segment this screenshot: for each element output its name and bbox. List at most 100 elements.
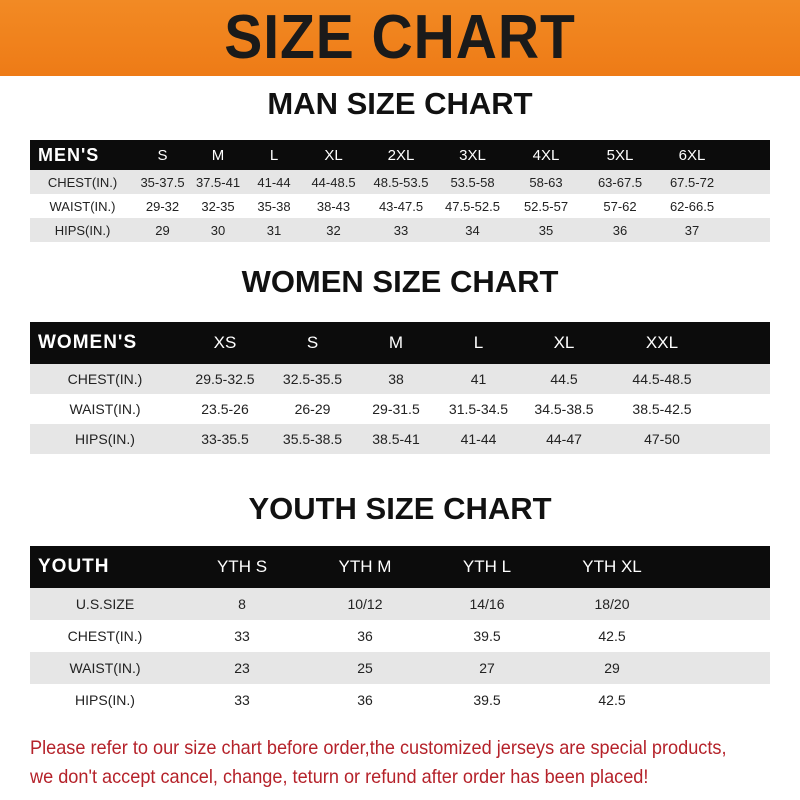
row-label: HIPS(IN.) <box>30 684 180 716</box>
table-row: CHEST(IN.) 35-37.5 37.5-41 41-44 44-48.5 48.5… <box>30 170 770 194</box>
header-spacer <box>728 140 770 170</box>
notice-line-1: Please refer to our size chart before or… <box>30 737 727 759</box>
row-spacer <box>716 424 770 454</box>
size-header: 6XL <box>656 140 728 170</box>
cell-value: 43-47.5 <box>365 194 437 218</box>
cell-value: 33 <box>180 684 304 716</box>
cell-value: 67.5-72 <box>656 170 728 194</box>
cell-value: 29-32 <box>135 194 190 218</box>
cell-value: 37.5-41 <box>190 170 246 194</box>
youth-title: YOUTH SIZE CHART <box>248 491 552 526</box>
cell-value: 33 <box>365 218 437 242</box>
cell-value: 27 <box>426 652 548 684</box>
table-row: HIPS(IN.) 33 36 39.5 42.5 <box>30 684 770 716</box>
cell-value: 41-44 <box>246 170 302 194</box>
cell-value: 47-50 <box>608 424 716 454</box>
cell-value: 53.5-58 <box>437 170 508 194</box>
header-spacer <box>716 322 770 364</box>
table-row: HIPS(IN.) 29 30 31 32 33 34 35 36 37 <box>30 218 770 242</box>
cell-value: 38-43 <box>302 194 365 218</box>
men-size-table: MEN'S S M L XL 2XL 3XL 4XL 5XL 6XL CHEST(IN.) 35-37… <box>30 140 770 242</box>
row-spacer <box>716 394 770 424</box>
cell-value: 52.5-57 <box>508 194 584 218</box>
size-header: XS <box>180 322 270 364</box>
cell-value: 34 <box>437 218 508 242</box>
cell-value: 29 <box>135 218 190 242</box>
table-row: U.S.SIZE 8 10/12 14/16 18/20 <box>30 588 770 620</box>
cell-value: 42.5 <box>548 684 676 716</box>
row-spacer <box>728 194 770 218</box>
table-row: CHEST(IN.) 33 36 39.5 42.5 <box>30 620 770 652</box>
cell-value: 34.5-38.5 <box>520 394 608 424</box>
cell-value: 33-35.5 <box>180 424 270 454</box>
table-row: WAIST(IN.) 29-32 32-35 35-38 38-43 43-47.5 47.… <box>30 194 770 218</box>
cell-value: 35 <box>508 218 584 242</box>
size-header: 3XL <box>437 140 508 170</box>
row-label: WAIST(IN.) <box>30 652 180 684</box>
cell-value: 44-48.5 <box>302 170 365 194</box>
cell-value: 42.5 <box>548 620 676 652</box>
row-label: HIPS(IN.) <box>30 218 135 242</box>
size-header: M <box>355 322 437 364</box>
size-header: 5XL <box>584 140 656 170</box>
size-header: M <box>190 140 246 170</box>
cell-value: 23.5-26 <box>180 394 270 424</box>
size-header: XXL <box>608 322 716 364</box>
row-label: HIPS(IN.) <box>30 424 180 454</box>
row-label: WAIST(IN.) <box>30 194 135 218</box>
row-spacer <box>676 684 770 716</box>
cell-value: 32.5-35.5 <box>270 364 355 394</box>
header-spacer <box>676 546 770 588</box>
row-spacer <box>676 588 770 620</box>
size-header: YTH S <box>180 546 304 588</box>
cell-value: 35.5-38.5 <box>270 424 355 454</box>
size-header: 4XL <box>508 140 584 170</box>
cell-value: 57-62 <box>584 194 656 218</box>
cell-value: 58-63 <box>508 170 584 194</box>
cell-value: 38 <box>355 364 437 394</box>
notice-line-2: we don't accept cancel, change, teturn o… <box>30 766 649 788</box>
cell-value: 62-66.5 <box>656 194 728 218</box>
cell-value: 44-47 <box>520 424 608 454</box>
row-label: WAIST(IN.) <box>30 394 180 424</box>
table-row: HIPS(IN.) 33-35.5 35.5-38.5 38.5-41 41-44 44-… <box>30 424 770 454</box>
cell-value: 25 <box>304 652 426 684</box>
cell-value: 44.5 <box>520 364 608 394</box>
size-header: S <box>270 322 355 364</box>
banner-title: SIZE CHART <box>224 3 576 72</box>
cell-value: 48.5-53.5 <box>365 170 437 194</box>
size-header: 2XL <box>365 140 437 170</box>
size-header: YTH L <box>426 546 548 588</box>
cell-value: 41-44 <box>437 424 520 454</box>
header-row: YOUTH YTH S YTH M YTH L YTH XL <box>30 546 770 588</box>
cell-value: 10/12 <box>304 588 426 620</box>
cell-value: 18/20 <box>548 588 676 620</box>
cell-value: 37 <box>656 218 728 242</box>
size-header: L <box>437 322 520 364</box>
cell-value: 35-38 <box>246 194 302 218</box>
cell-value: 33 <box>180 620 304 652</box>
header-row: MEN'S S M L XL 2XL 3XL 4XL 5XL 6XL <box>30 140 770 170</box>
youth-size-table: YOUTH YTH S YTH M YTH L YTH XL U.S.SIZE 8 10/12… <box>30 546 770 716</box>
size-header: L <box>246 140 302 170</box>
size-header: XL <box>520 322 608 364</box>
size-header: YTH M <box>304 546 426 588</box>
women-size-table: WOMEN'S XS S M L XL XXL CHEST(IN.) 29.5-32.5 32.5… <box>30 322 770 454</box>
row-spacer <box>728 218 770 242</box>
table-row: CHEST(IN.) 29.5-32.5 32.5-35.5 38 41 44.5 44.5… <box>30 364 770 394</box>
cell-value: 14/16 <box>426 588 548 620</box>
header-label: YOUTH <box>30 546 180 588</box>
cell-value: 26-29 <box>270 394 355 424</box>
cell-value: 38.5-41 <box>355 424 437 454</box>
row-label: CHEST(IN.) <box>30 364 180 394</box>
cell-value: 41 <box>437 364 520 394</box>
cell-value: 36 <box>304 684 426 716</box>
table-row: WAIST(IN.) 23 25 27 29 <box>30 652 770 684</box>
row-spacer <box>676 620 770 652</box>
cell-value: 8 <box>180 588 304 620</box>
cell-value: 35-37.5 <box>135 170 190 194</box>
cell-value: 23 <box>180 652 304 684</box>
size-header: S <box>135 140 190 170</box>
row-label: CHEST(IN.) <box>30 170 135 194</box>
table-row: WAIST(IN.) 23.5-26 26-29 29-31.5 31.5-34.5 34… <box>30 394 770 424</box>
